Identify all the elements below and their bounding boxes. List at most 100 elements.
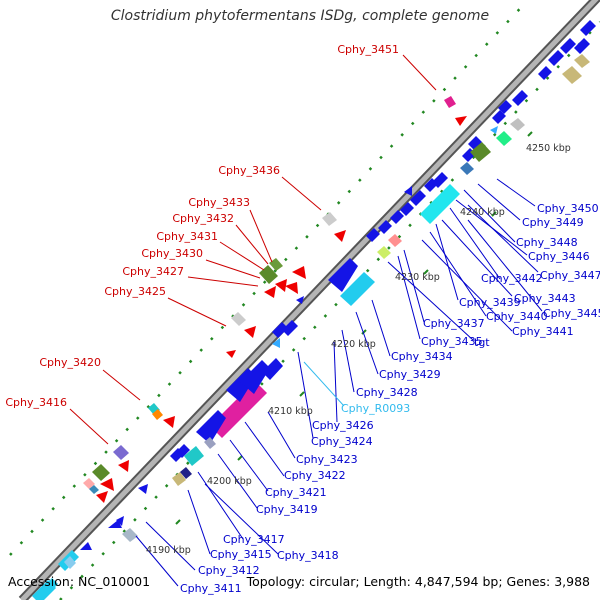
gene-block [460, 162, 474, 175]
scale-label-4200-kbp: 4200 kbp [207, 476, 252, 487]
gene-arrow [285, 282, 298, 294]
gene-cphy-3411 [44, 578, 58, 592]
gene-arrow [262, 358, 283, 380]
reverse-strand-genes [32, 20, 596, 600]
label-cphy-3420: Cphy_3420 [39, 356, 101, 369]
gene-arrow [468, 136, 482, 150]
gene-arrow [272, 322, 288, 338]
gene-arrow [390, 210, 404, 224]
label-cphy-3419: Cphy_3419 [256, 503, 318, 516]
scale-label-4210-kbp: 4210 kbp [268, 406, 313, 417]
label-cphy-3446: Cphy_3446 [528, 250, 590, 263]
label-cphy-3451: Cphy_3451 [337, 43, 399, 56]
gene-arrow [404, 186, 412, 196]
label-cphy-3411: Cphy_3411 [180, 582, 242, 595]
label-cphy-3433: Cphy_3433 [188, 196, 250, 209]
gene-block [377, 246, 391, 259]
gene-arrow [116, 516, 124, 526]
gene-arrow [498, 100, 512, 114]
label-cphy-3431: Cphy_3431 [156, 230, 218, 243]
label-cphy-3441: Cphy_3441 [512, 325, 574, 338]
labels-rna: Cphy_R0093 [341, 402, 410, 415]
gene-block [180, 467, 192, 479]
gene-arrow [282, 320, 298, 336]
label-cphy-3447: Cphy_3447 [540, 269, 600, 282]
gene-arrow [138, 484, 148, 494]
gene-arrow [432, 172, 448, 188]
gene-arrow [512, 90, 528, 106]
gene-arrow [400, 202, 414, 216]
gene-cphy-3430b [269, 258, 283, 271]
label-cphy-3429: Cphy_3429 [379, 368, 441, 381]
label-cphy-3436: Cphy_3436 [218, 164, 280, 177]
gene-arrow [580, 20, 596, 36]
gene-block [122, 528, 138, 542]
label-cphy-3439: Cphy_3439 [459, 296, 521, 309]
leader-lines-forward [69, 54, 437, 445]
gene-arrow [163, 416, 175, 428]
label-cphy-3424: Cphy_3424 [311, 435, 373, 448]
map-title: Clostridium phytofermentans ISDg, comple… [110, 8, 490, 24]
gene-arrow [275, 279, 287, 292]
gene-arrow [272, 338, 280, 348]
gene-arrow [196, 410, 226, 444]
scale-labels: 4190 kbp 4200 kbp 4210 kbp 4220 kbp 4230 kbp… [146, 143, 571, 556]
gene-arrow [100, 478, 114, 491]
gene-arrow [574, 38, 590, 54]
label-cphy-3448: Cphy_3448 [516, 236, 578, 249]
label-cphy-3430: Cphy_3430 [141, 247, 203, 260]
gene-block [83, 478, 95, 489]
gene-arrow [292, 266, 306, 279]
gene-arrow [334, 230, 346, 242]
label-cphy-3415: Cphy_3415 [210, 548, 272, 561]
label-cphy-r0093: Cphy_R0093 [341, 402, 410, 415]
gene-arrow [560, 38, 576, 54]
label-cphy-3427: Cphy_3427 [122, 265, 184, 278]
label-cphy-3432: Cphy_3432 [172, 212, 234, 225]
label-cphy-3418: Cphy_3418 [277, 549, 339, 562]
label-cphy-3426: Cphy_3426 [312, 419, 374, 432]
leader-line-rna [303, 361, 345, 407]
gene-cphy-3438 [420, 184, 460, 224]
gene-arrow [410, 190, 426, 206]
gene-block [574, 54, 590, 68]
scale-label-4240-kbp: 4240 kbp [460, 207, 505, 218]
gene-arrow [296, 296, 304, 304]
scale-label-4230-kbp: 4230 kbp [395, 272, 440, 283]
gene-arrow [244, 326, 256, 338]
gene-arrow [176, 444, 190, 458]
gene-block [204, 437, 216, 449]
label-cphy-3437: Cphy_3437 [423, 317, 485, 330]
label-cphy-3423: Cphy_3423 [296, 453, 358, 466]
gene-arrow [80, 542, 92, 550]
label-cphy-3421: Cphy_3421 [265, 486, 327, 499]
gene-block [562, 66, 582, 84]
gene-cphy-3435 [340, 272, 375, 306]
label-cphy-3422: Cphy_3422 [284, 469, 346, 482]
gene-block [470, 142, 491, 162]
genome-backbone [18, 0, 600, 600]
gene-cphy-3420b [152, 409, 163, 420]
label-cphy-3450: Cphy_3450 [537, 202, 599, 215]
gene-arrow [538, 66, 552, 80]
gene-ticks [175, 131, 533, 525]
gene-cphy-3416 [113, 445, 129, 460]
gene-arrow [264, 286, 276, 298]
labels-forward: Cphy_3451 Cphy_3436 Cphy_3433 Cphy_3432 Cphy… [5, 43, 399, 409]
leader-lines-reverse [135, 178, 543, 587]
gene-arrow [378, 220, 392, 234]
forward-strand-genes [83, 96, 467, 503]
accession-text: Accession: NC_010001 [8, 574, 151, 589]
label-cphy-3428: Cphy_3428 [356, 386, 418, 399]
label-cphy-3445: Cphy_3445 [543, 307, 600, 320]
gene-block [510, 118, 525, 131]
topology-summary: Topology: circular; Length: 4,847,594 bp… [246, 574, 590, 589]
gene-arrow [240, 360, 270, 394]
gene-cphy-3451 [444, 96, 456, 108]
label-cphy-3417: Cphy_3417 [223, 533, 285, 546]
gene-arrow [118, 460, 129, 472]
gene-block [184, 446, 204, 466]
gene-arrow [328, 258, 358, 292]
gene-arrow [226, 350, 236, 358]
